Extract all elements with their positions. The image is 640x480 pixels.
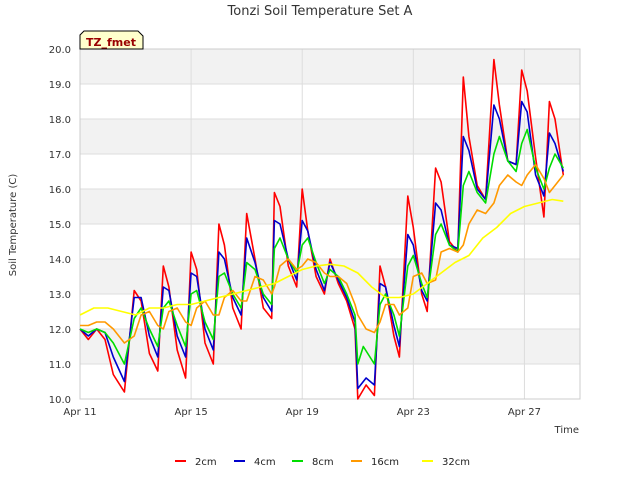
x-tick-label: Apr 19 xyxy=(286,407,319,418)
y-tick-label: 17.0 xyxy=(49,150,71,161)
site-badge-label: TZ_fmet xyxy=(86,36,136,49)
series-line-8cm xyxy=(79,128,564,365)
plot-band xyxy=(80,49,580,84)
plot-band xyxy=(80,119,580,154)
y-tick-label: 18.0 xyxy=(49,115,71,126)
y-tick-label: 16.0 xyxy=(49,185,71,196)
legend: 2cm 4cm 8cm 16cm 32cm xyxy=(175,457,470,468)
legend-label-2cm: 2cm xyxy=(195,457,217,468)
x-tick-label: Apr 23 xyxy=(397,407,430,418)
chart-title: Tonzi Soil Temperature Set A xyxy=(227,4,413,19)
y-tick-label: 13.0 xyxy=(49,290,71,301)
series-line-32cm xyxy=(79,198,564,316)
x-tick-label: Apr 27 xyxy=(508,407,541,418)
legend-label-8cm: 8cm xyxy=(312,457,334,468)
y-tick-label: 10.0 xyxy=(49,395,71,406)
x-tick-label: Apr 11 xyxy=(63,407,96,418)
site-badge-shape xyxy=(79,30,144,50)
y-tick-label: 14.0 xyxy=(49,255,71,266)
legend-label-16cm: 16cm xyxy=(371,457,399,468)
y-tick-label: 12.0 xyxy=(49,325,71,336)
y-tick-label: 20.0 xyxy=(49,45,71,56)
series-lines xyxy=(79,58,565,400)
y-tick-labels: 10.0 11.0 12.0 13.0 14.0 15.0 16.0 17.0 18.0 19.0… xyxy=(49,45,71,406)
y-tick-label: 15.0 xyxy=(49,220,71,231)
legend-label-4cm: 4cm xyxy=(254,457,276,468)
plot-band xyxy=(80,329,580,364)
y-axis-title: Soil Temperature (C) xyxy=(8,174,19,277)
x-axis-title: Time xyxy=(554,425,579,436)
x-tick-labels: Apr 11 Apr 15 Apr 19 Apr 23 Apr 27 xyxy=(63,407,541,418)
y-tick-label: 19.0 xyxy=(49,80,71,91)
plot-border xyxy=(79,48,581,400)
site-badge: TZ_fmet xyxy=(79,30,144,50)
series-line-16cm xyxy=(80,163,564,344)
x-tick-label: Apr 15 xyxy=(175,407,208,418)
y-tick-label: 11.0 xyxy=(49,360,71,371)
legend-label-32cm: 32cm xyxy=(442,457,470,468)
